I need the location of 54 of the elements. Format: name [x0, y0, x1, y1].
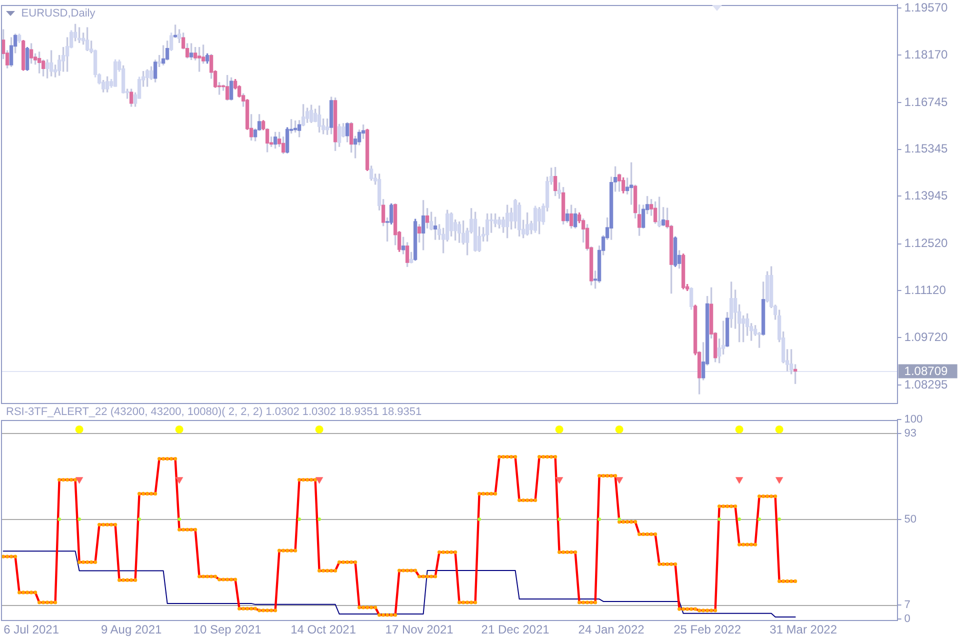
- x-tick-label: 6 Jul 2021: [4, 622, 60, 637]
- x-tick-label: 24 Jan 2022: [578, 622, 645, 637]
- y-tick-label: 1.09720: [904, 330, 948, 344]
- point: [615, 425, 624, 434]
- point: [758, 518, 761, 521]
- chart-title: RSI-3TF_ALERT_22 (43200, 43200, 10080)( 2, 2, 2) 1.0302 1.0302 18.9351 18.9351: [6, 406, 422, 418]
- point: [775, 477, 784, 484]
- point: [175, 477, 184, 484]
- point: [555, 425, 564, 434]
- x-tick-label: 10 Sep 2021: [193, 622, 262, 637]
- point: [75, 425, 84, 434]
- y-tick-label: 1.13945: [904, 188, 948, 203]
- point: [58, 518, 61, 521]
- y-tick-label: 1.19570: [904, 0, 948, 14]
- point: [615, 477, 624, 484]
- y-tick-label: 50: [904, 513, 917, 526]
- y-tick-label: 1.15345: [904, 142, 948, 156]
- point: [318, 518, 321, 521]
- point: [718, 518, 721, 521]
- y-tick-label: 1.12520: [904, 236, 948, 250]
- y-tick-label: 0: [904, 613, 910, 626]
- point: [298, 518, 301, 521]
- point: [558, 518, 561, 521]
- y-tick-label: 100: [904, 414, 923, 426]
- y-tick-label: 1.16745: [904, 94, 948, 109]
- point: [618, 518, 621, 521]
- chart-title: EURUSD,Daily: [21, 8, 96, 20]
- point: [78, 518, 81, 521]
- x-tick-label: 25 Feb 2022: [674, 622, 742, 637]
- y-tick-label: 7: [904, 599, 910, 612]
- point: [775, 425, 784, 434]
- y-tick-label: 93: [904, 427, 917, 440]
- point: [138, 518, 141, 521]
- point: [555, 477, 564, 484]
- x-tick-label: 9 Aug 2021: [100, 622, 162, 637]
- point: [478, 518, 481, 521]
- point: [75, 477, 84, 484]
- x-tick-label: 31 Mar 2022: [770, 622, 838, 637]
- y-tick-label: 1.11120: [904, 282, 946, 297]
- point: [735, 477, 744, 484]
- ref-line-label: 1.08709: [904, 364, 948, 378]
- point: [735, 425, 744, 434]
- point: [178, 518, 181, 521]
- point: [315, 477, 324, 484]
- point: [598, 518, 601, 521]
- y-tick-label: 1.18170: [904, 47, 948, 62]
- x-tick-label: 14 Oct 2021: [290, 622, 356, 637]
- point: [315, 425, 324, 434]
- x-tick-label: 21 Dec 2021: [481, 622, 550, 637]
- y-tick-label: 1.08295: [904, 377, 948, 392]
- point: [738, 518, 741, 521]
- point: [778, 518, 781, 521]
- point: [175, 425, 184, 434]
- x-tick-label: 17 Nov 2021: [385, 622, 454, 637]
